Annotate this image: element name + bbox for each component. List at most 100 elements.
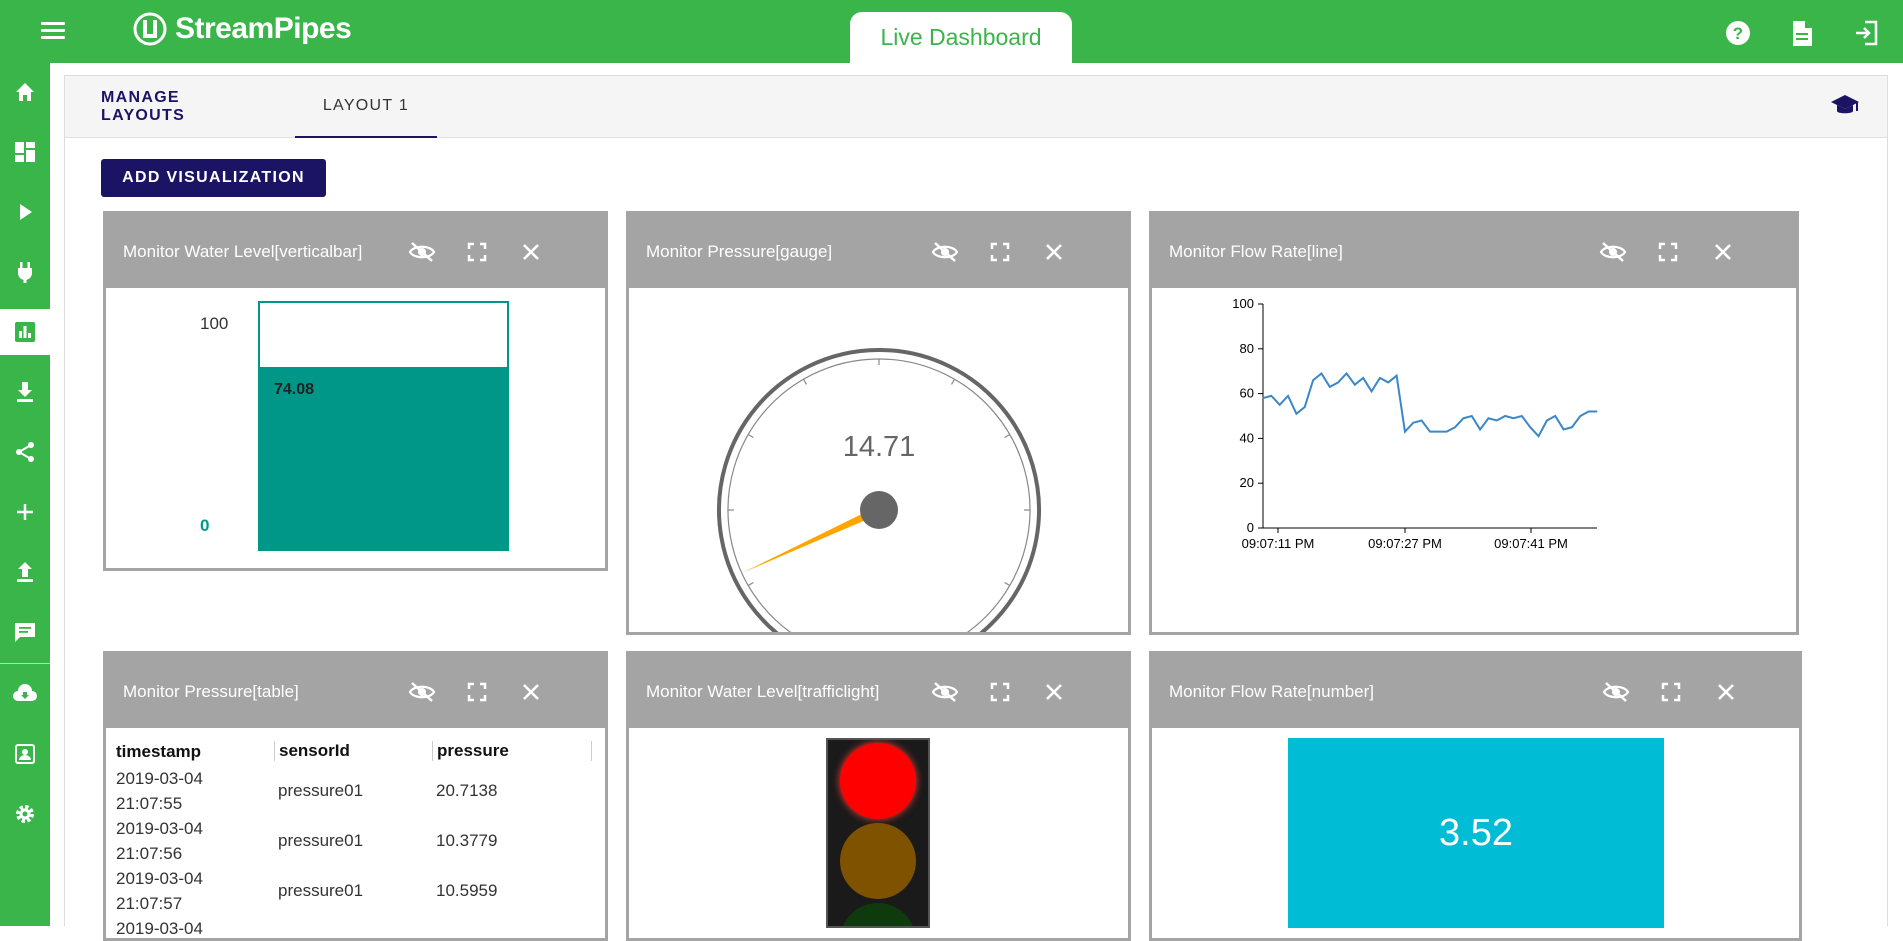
logout-icon[interactable] [1849, 16, 1883, 50]
red-light [840, 743, 916, 819]
tab-manage-layouts[interactable]: MANAGE LAYOUTS [101, 89, 186, 124]
close-icon[interactable] [517, 678, 545, 706]
menu-icon[interactable] [38, 18, 68, 44]
bar-fill [260, 367, 507, 549]
widget-body: timestamp sensorId pressure 2019-03-04 21… [106, 728, 605, 938]
data-point [1554, 415, 1556, 417]
close-icon[interactable] [1712, 678, 1740, 706]
data-point [1362, 377, 1364, 379]
svg-text:?: ? [1733, 24, 1743, 43]
graduation-cap-icon[interactable] [1830, 92, 1860, 123]
data-point [1329, 386, 1331, 388]
notifications-icon[interactable] [0, 609, 50, 655]
widget-body: 0 20 40 60 80 100 09:07:11 PM 09:07:27 PM 09:07:… [1152, 288, 1796, 632]
line-chart: 0 20 40 60 80 100 09:07:11 PM 09:07:27 PM 09:07:… [1232, 296, 1598, 551]
gauge-tick [1004, 433, 1011, 439]
gauge-value: 14.71 [843, 431, 916, 463]
docs-icon[interactable] [1785, 16, 1819, 50]
cloud-download-icon[interactable] [0, 671, 50, 717]
hide-icon[interactable] [931, 238, 959, 266]
gauge-tick [747, 581, 754, 587]
widget-title: Monitor Pressure[table] [123, 682, 299, 701]
widget-header: Monitor Flow Rate[number] [1152, 654, 1799, 728]
data-point [1279, 404, 1281, 406]
hide-icon[interactable] [1599, 238, 1627, 266]
fullscreen-icon[interactable] [986, 678, 1014, 706]
widget-flow-rate-number: Monitor Flow Rate[number] 3.52 [1149, 651, 1802, 941]
widget-header: Monitor Pressure[table] [106, 654, 605, 728]
dashboard-icon[interactable] [0, 129, 50, 175]
x-tick-label: 09:07:41 PM [1494, 536, 1568, 551]
y-tick-label: 80 [1240, 341, 1254, 356]
hide-icon[interactable] [408, 238, 436, 266]
add-visualization-button[interactable]: ADD VISUALIZATION [101, 159, 326, 197]
hide-icon[interactable] [408, 678, 436, 706]
cell-pressure: 20.7138 [436, 781, 498, 800]
data-point [1404, 431, 1406, 433]
pipelines-icon[interactable] [0, 189, 50, 235]
upload-icon[interactable] [0, 549, 50, 595]
data-point [1496, 419, 1498, 421]
y-tick-label: 40 [1240, 430, 1254, 445]
connect-icon[interactable] [0, 249, 50, 295]
widget-body: 3.52 [1152, 728, 1799, 938]
fullscreen-icon[interactable] [463, 678, 491, 706]
data-point [1421, 419, 1423, 421]
data-point [1312, 379, 1314, 381]
add-icon[interactable] [0, 489, 50, 535]
widget-title: Monitor Water Level[trafficlight] [646, 682, 880, 701]
cell-sensor: pressure01 [278, 881, 364, 900]
close-icon[interactable] [1040, 678, 1068, 706]
data-point [1521, 415, 1523, 417]
data-point [1270, 395, 1272, 397]
x-tick-label: 09:07:27 PM [1368, 536, 1442, 551]
live-dashboard-icon[interactable] [0, 309, 50, 355]
data-point [1429, 431, 1431, 433]
cell-sensor: pressure01 [278, 781, 364, 800]
data-point [1513, 417, 1514, 419]
settings-icon[interactable] [0, 791, 50, 837]
share-icon[interactable] [0, 429, 50, 475]
widget-title: Monitor Water Level[verticalbar] [123, 242, 363, 261]
tab-layout-1[interactable]: LAYOUT 1 [295, 76, 437, 138]
y-tick-label: 0 [1247, 520, 1254, 535]
install-icon[interactable] [0, 369, 50, 415]
fullscreen-icon[interactable] [1654, 238, 1682, 266]
main-content: MANAGE LAYOUTS LAYOUT 1 ADD VISUALIZATIO… [64, 75, 1888, 941]
data-point [1529, 426, 1531, 428]
close-icon[interactable] [517, 238, 545, 266]
table-header: timestamp sensorId pressure [116, 736, 600, 766]
x-tick-label: 09:07:11 PM [1242, 536, 1315, 551]
fullscreen-icon[interactable] [463, 238, 491, 266]
cell-date: 2019-03-04 [116, 769, 203, 788]
data-point [1437, 431, 1439, 433]
cell-pressure: 10.5959 [436, 881, 498, 900]
table-row: 2019-03-04 21:07:55 pressure01 20.7138 [116, 766, 600, 816]
hide-icon[interactable] [931, 678, 959, 706]
data-point [1396, 375, 1398, 377]
data-point [1387, 381, 1389, 383]
account-icon[interactable] [0, 731, 50, 777]
cell-date: 2019-03-04 [116, 919, 203, 938]
bar-min-label: 0 [200, 516, 210, 535]
data-point [1471, 415, 1473, 417]
column-header[interactable]: sensorId [274, 741, 432, 761]
column-header[interactable]: pressure [432, 741, 592, 761]
fullscreen-icon[interactable] [986, 238, 1014, 266]
widget-body [629, 728, 1128, 938]
data-point [1479, 428, 1481, 430]
close-icon[interactable] [1040, 238, 1068, 266]
fullscreen-icon[interactable] [1657, 678, 1685, 706]
hide-icon[interactable] [1602, 678, 1630, 706]
bar-value-label: 74.08 [274, 381, 315, 398]
widget-water-level-bar: Monitor Water Level[verticalbar] 100 0 7… [103, 211, 608, 571]
data-point [1379, 377, 1381, 379]
home-icon[interactable] [0, 69, 50, 115]
gauge-tick [950, 378, 956, 385]
data-point [1454, 426, 1456, 428]
close-icon[interactable] [1709, 238, 1737, 266]
help-icon[interactable]: ? [1721, 16, 1755, 50]
number-value: 3.52 [1439, 811, 1513, 854]
data-point [1337, 381, 1339, 383]
column-header[interactable]: timestamp [116, 741, 202, 761]
